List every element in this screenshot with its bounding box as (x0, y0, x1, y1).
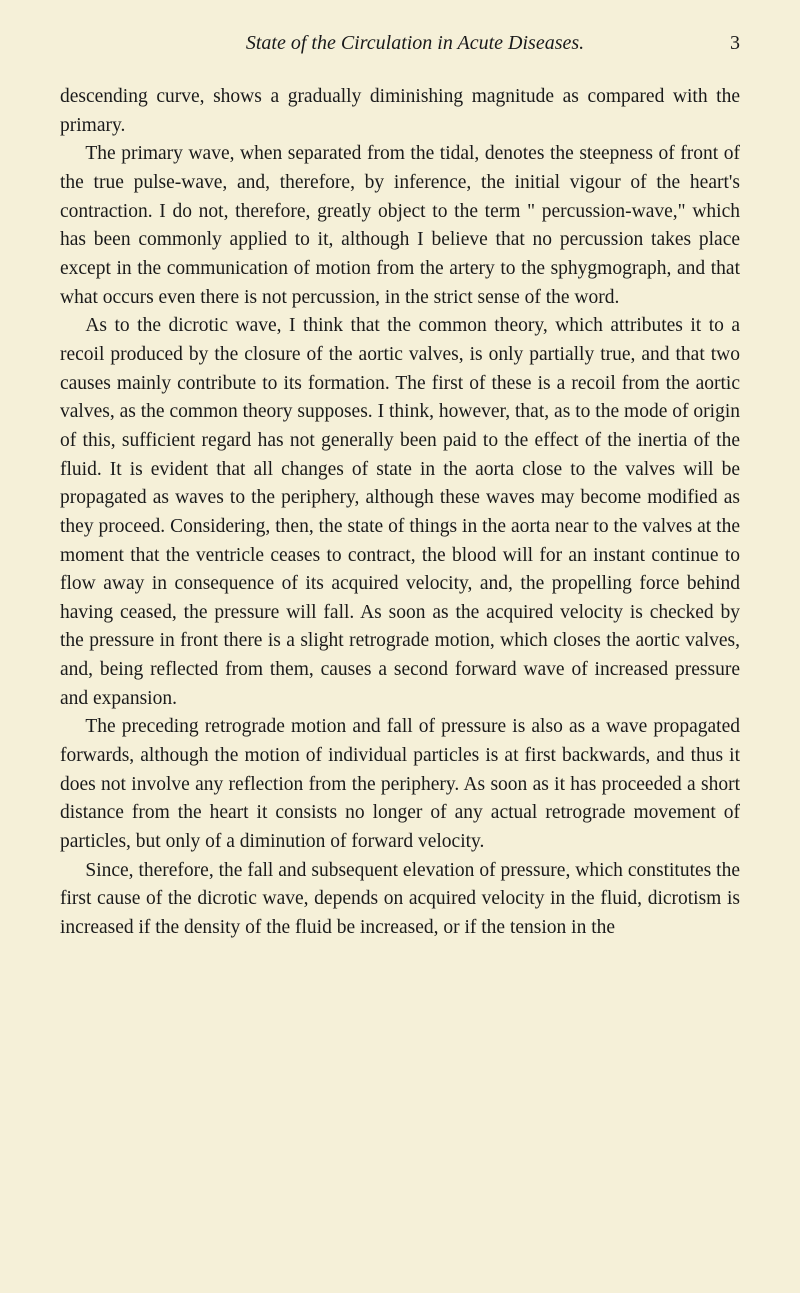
paragraph-3: As to the dicrotic wave, I think that th… (60, 312, 740, 713)
page-header: State of the Circulation in Acute Diseas… (60, 32, 740, 55)
paragraph-4: The preceding retrograde motion and fall… (60, 713, 740, 856)
paragraph-1: descending curve, shows a gradually dimi… (60, 83, 740, 140)
page-number: 3 (730, 32, 740, 55)
paragraph-2: The primary wave, when separated from th… (60, 140, 740, 312)
running-title: State of the Circulation in Acute Diseas… (100, 32, 730, 55)
paragraph-5: Since, therefore, the fall and subsequen… (60, 857, 740, 943)
body-text: descending curve, shows a gradually dimi… (60, 83, 740, 943)
